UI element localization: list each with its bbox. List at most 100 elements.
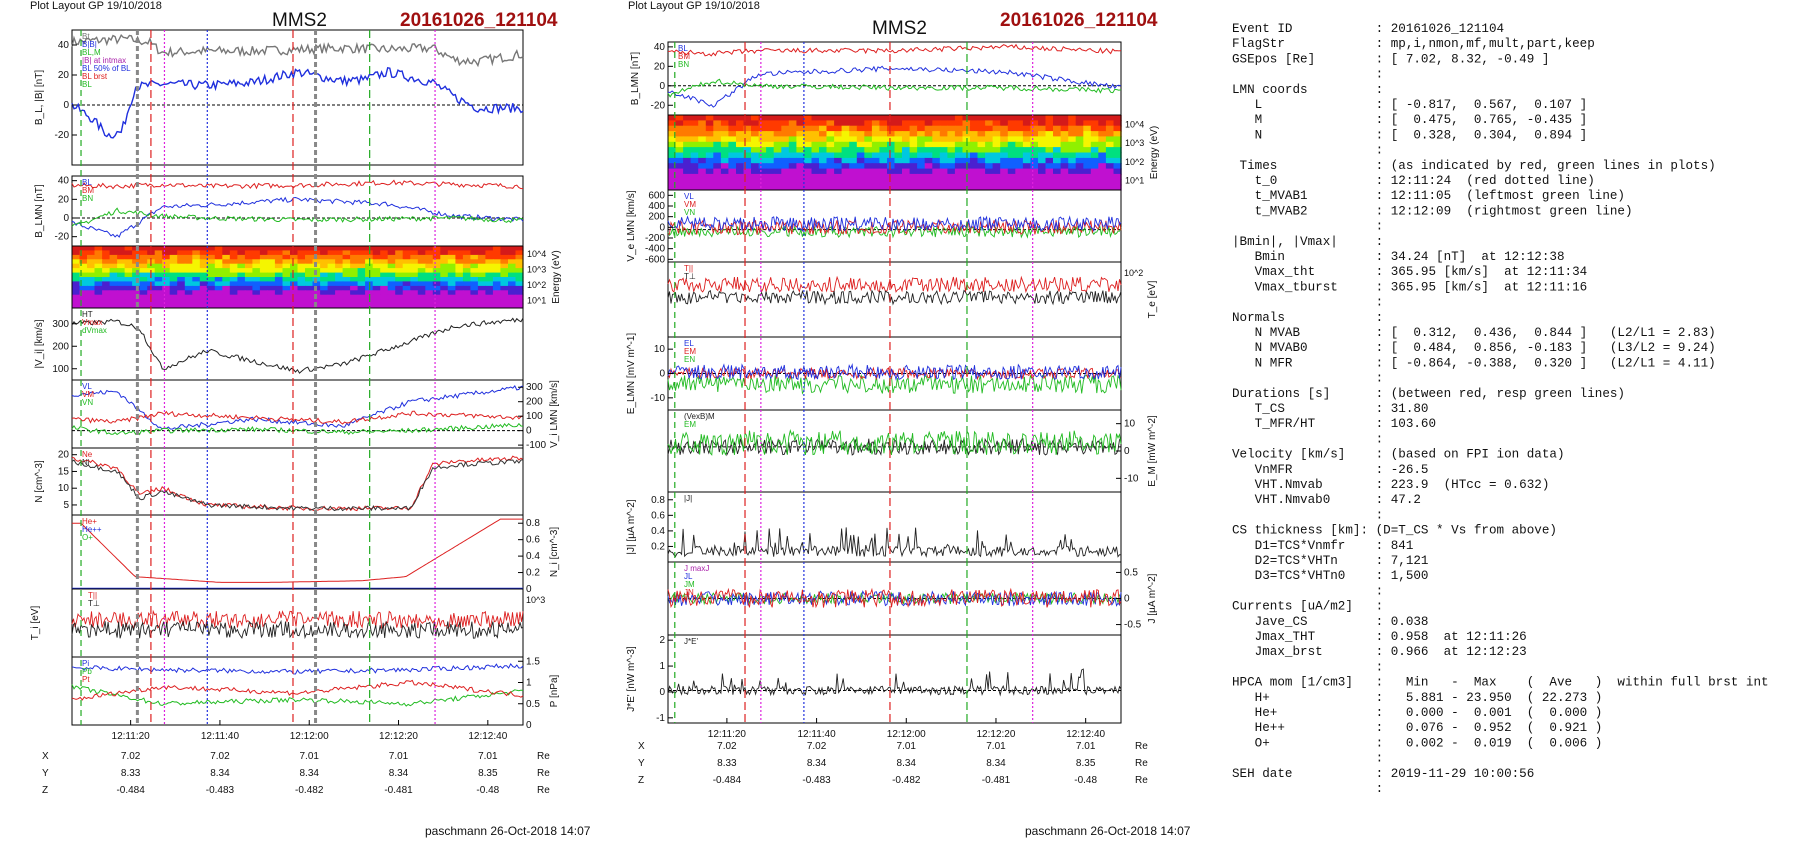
- spectrogram-cell: [274, 285, 283, 291]
- spectrogram-cell: [109, 263, 118, 269]
- spectrogram-cell: [342, 281, 351, 287]
- spectrogram-cell: [856, 136, 865, 143]
- spectrogram-cell: [758, 136, 767, 143]
- spectrogram-cell: [992, 120, 1001, 127]
- spectrogram-cell: [357, 290, 366, 296]
- y-axis-label: V_e LMN [km/s]: [626, 190, 637, 261]
- spectrogram-cell: [902, 168, 911, 175]
- spectrogram-cell: [297, 285, 306, 291]
- spectrogram-cell: [259, 246, 268, 251]
- spectrogram-cell: [1045, 147, 1054, 154]
- spectrogram-cell: [1113, 115, 1122, 121]
- position-value: -0.482: [892, 775, 921, 786]
- spectrogram-cell: [879, 141, 888, 148]
- spectrogram-cell: [244, 285, 253, 291]
- spectrogram-cell: [372, 259, 381, 265]
- position-unit: Re: [1135, 741, 1148, 752]
- spectrogram-cell: [462, 250, 471, 256]
- y-tick-label: -400: [645, 244, 665, 255]
- spectrogram-cell: [335, 290, 344, 296]
- spectrogram-cell: [470, 281, 479, 287]
- info-line: :: [1232, 660, 1383, 674]
- spectrogram-cell: [1000, 168, 1009, 175]
- spectrogram-cell: [1045, 115, 1054, 121]
- spectrogram-cell: [796, 163, 805, 170]
- spectrogram-cell: [788, 173, 797, 180]
- spectrogram-cell: [485, 254, 494, 260]
- spectrogram-cell: [500, 263, 509, 269]
- spectrogram-cell: [237, 246, 246, 251]
- spectrogram-cell: [1022, 147, 1032, 154]
- spectrogram-cell: [117, 246, 126, 251]
- spectrogram-cell: [675, 173, 684, 180]
- spectrogram-cell: [320, 259, 329, 265]
- spectrogram-cell: [977, 125, 986, 132]
- series-line: [667, 289, 1122, 306]
- spectrogram-cell: [94, 294, 103, 300]
- spectrogram-cell: [736, 147, 745, 154]
- spectrogram-cell: [485, 277, 494, 282]
- spectrogram-cell: [909, 136, 918, 143]
- spectrogram-cell: [290, 294, 299, 300]
- spectrogram-cell: [1098, 163, 1107, 170]
- info-line: Jave_CS : 0.038: [1232, 615, 1429, 629]
- spectrogram-cell: [222, 246, 231, 251]
- spectrogram-cell: [879, 147, 888, 154]
- info-line: SEH date : 2019-11-29 10:00:56: [1232, 767, 1534, 781]
- spectrogram-cell: [305, 259, 314, 265]
- spectrogram-cell: [887, 152, 896, 159]
- spectrogram-cell: [1038, 120, 1047, 127]
- spectrogram-cell: [94, 303, 103, 309]
- spectrogram-cell: [705, 141, 714, 148]
- spectrogram-cell: [811, 179, 820, 186]
- spectrogram-cell: [1038, 131, 1047, 138]
- spectrogram-cell: [372, 285, 381, 291]
- spectrogram-cell: [690, 179, 699, 186]
- spectrogram-cell: [864, 184, 873, 191]
- spectrogram-cell: [440, 299, 449, 305]
- spectrogram-cell: [124, 299, 133, 305]
- spectrogram-cell: [924, 125, 933, 132]
- spectrogram-cell: [237, 254, 246, 260]
- spectrogram-cell: [743, 115, 752, 121]
- spectrogram-cell: [826, 179, 835, 186]
- spectrogram-cell: [887, 131, 896, 138]
- spectrogram-cell: [380, 299, 389, 305]
- spectrogram-cell: [871, 184, 881, 191]
- spectrogram-cell: [1007, 115, 1016, 121]
- spectrogram-cell: [350, 285, 359, 291]
- spectrogram-cell: [515, 281, 524, 287]
- spectrogram-cell: [515, 268, 524, 274]
- spectrogram-cell: [305, 277, 314, 282]
- spectrogram-cell: [470, 277, 479, 282]
- spectrogram-cell: [736, 168, 745, 175]
- spectrogram-cell: [350, 294, 359, 300]
- spectrogram-cell: [1060, 184, 1069, 191]
- spectrogram-cell: [766, 152, 775, 159]
- spectrogram-cell: [162, 263, 171, 269]
- spectrogram-cell: [887, 173, 896, 180]
- spectrogram-cell: [274, 268, 283, 274]
- spectrogram-cell: [675, 125, 684, 132]
- spectrogram-cell: [425, 250, 434, 256]
- spectrogram-cell: [871, 179, 881, 186]
- spectrogram-cell: [1098, 147, 1107, 154]
- spectrogram-cell: [924, 120, 933, 127]
- spectrogram-cell: [690, 141, 699, 148]
- spectrogram-cell: [387, 246, 396, 251]
- y-tick-label: 0.6: [651, 510, 665, 521]
- spectrogram-cell: [214, 290, 223, 296]
- spectrogram-cell: [252, 303, 261, 309]
- spectrogram-cell: [207, 268, 216, 274]
- spectrogram-cell: [1000, 147, 1009, 154]
- spectrogram-cell: [811, 141, 820, 148]
- spectrogram-cell: [1098, 173, 1107, 180]
- spectrogram-cell: [713, 152, 722, 159]
- spectrogram-cell: [1015, 147, 1024, 154]
- spectrogram-cell: [902, 179, 911, 186]
- y-tick-label: 0: [526, 584, 532, 595]
- x-tick-label: 12:11:40: [201, 731, 240, 742]
- spectrogram-cell: [72, 254, 81, 260]
- spectrogram-cell: [455, 290, 464, 296]
